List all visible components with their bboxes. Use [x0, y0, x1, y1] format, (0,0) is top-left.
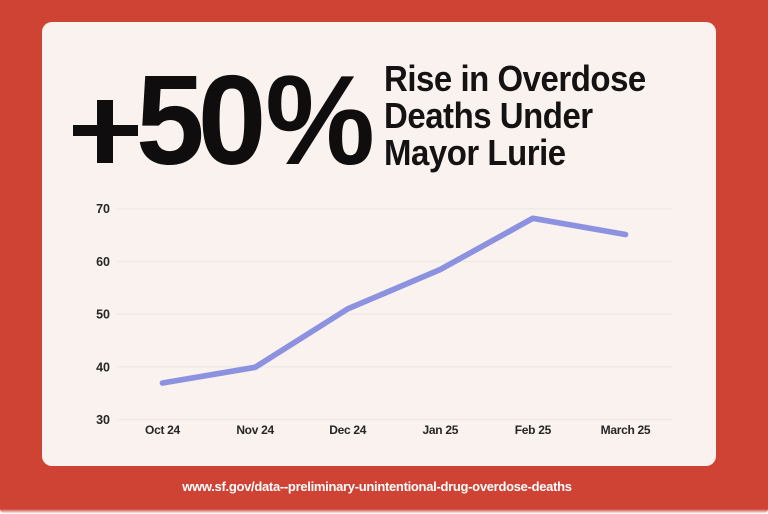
svg-text:70: 70: [96, 202, 110, 216]
svg-text:40: 40: [96, 360, 110, 374]
svg-text:50: 50: [96, 308, 110, 322]
svg-text:Oct 24: Oct 24: [145, 423, 181, 437]
svg-text:Dec 24: Dec 24: [329, 423, 367, 437]
svg-text:March 25: March 25: [601, 423, 651, 437]
svg-text:30: 30: [96, 413, 110, 427]
svg-text:Jan 25: Jan 25: [423, 423, 459, 437]
svg-text:60: 60: [96, 255, 110, 269]
svg-text:Feb 25: Feb 25: [515, 423, 552, 437]
svg-text:Nov 24: Nov 24: [236, 423, 274, 437]
